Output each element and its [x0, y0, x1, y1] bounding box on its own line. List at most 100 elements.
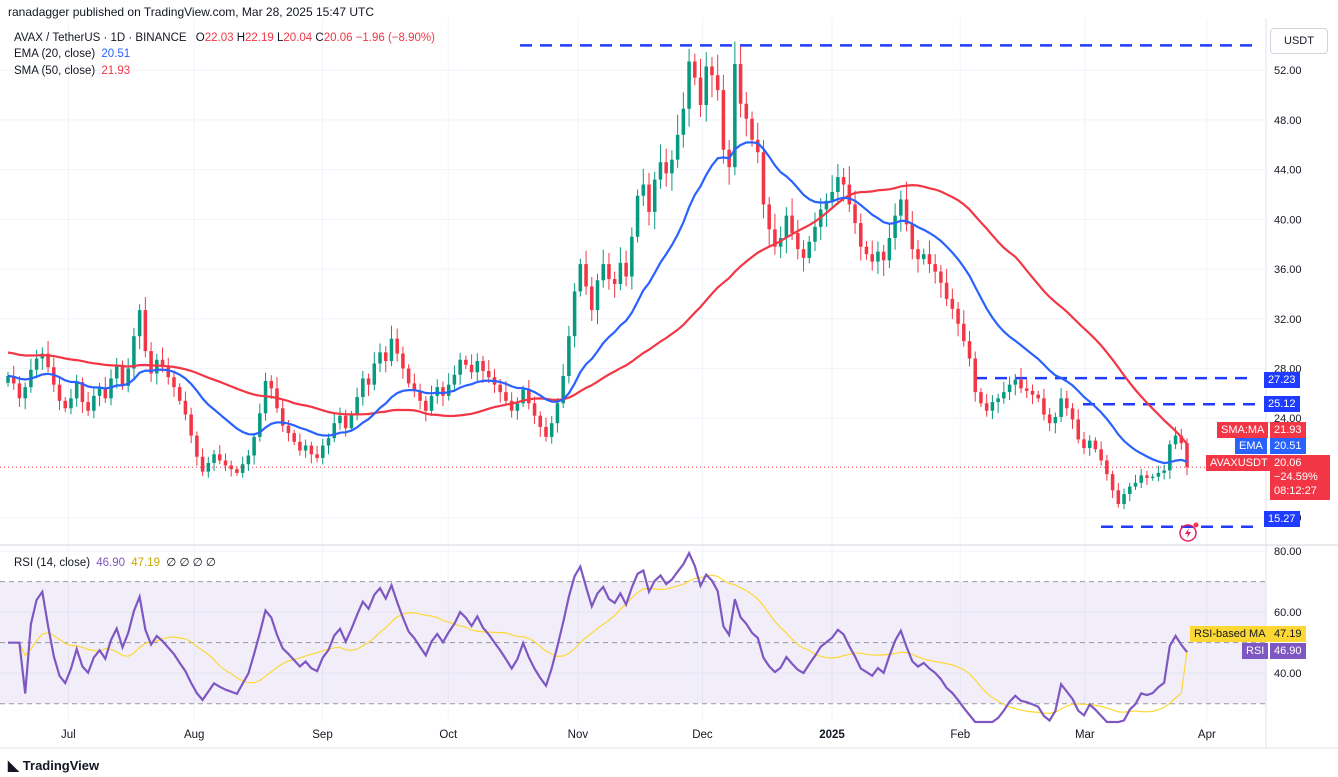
candle-body — [693, 61, 697, 78]
candle-body — [956, 308, 960, 324]
candle-body — [418, 390, 422, 401]
candle-body — [612, 279, 617, 284]
rsi-tag-label: RSI — [1242, 643, 1269, 659]
candle-body — [784, 215, 789, 238]
rsi-tick-label: 80.00 — [1274, 546, 1302, 558]
time-tick-label: Jul — [61, 729, 76, 741]
candle-body — [870, 254, 874, 262]
candle-body — [160, 359, 165, 368]
candle-body — [836, 177, 840, 193]
time-tick-label: Sep — [312, 729, 332, 741]
candle-body — [86, 402, 90, 411]
symbol-name: AVAX / TetherUS · 1D · BINANCE — [14, 32, 187, 44]
candle-body — [1019, 379, 1023, 389]
candle-body — [332, 423, 336, 439]
close-value: 20.06 — [323, 32, 353, 44]
close-label: C — [315, 32, 324, 44]
candle-body — [69, 398, 73, 409]
candle-body — [807, 241, 812, 258]
candle-body — [258, 413, 262, 437]
price-tick-label: 32.00 — [1274, 314, 1302, 326]
candle-body — [567, 336, 571, 376]
candle-body — [767, 204, 771, 230]
candle-body — [132, 336, 136, 369]
candle-body — [378, 352, 382, 364]
candle-body — [1030, 390, 1035, 395]
candle-body — [326, 438, 331, 446]
candle-body — [17, 383, 22, 399]
price-tick-label: 48.00 — [1274, 115, 1302, 127]
candle-body — [893, 215, 897, 238]
last-tag-box: 20.06 −24.59% 08:12:27 — [1270, 455, 1330, 500]
candle-body — [315, 454, 319, 458]
level-15-tag: 15.27 — [1264, 511, 1300, 527]
rsi-line — [8, 550, 1188, 724]
candle-body — [715, 75, 720, 91]
candle-body — [521, 389, 525, 404]
rsi-legend: RSI (14, close) 46.90 47.19 ∅ ∅ ∅ ∅ — [14, 555, 216, 569]
tradingview-logo[interactable]: ◣ TradingView — [8, 757, 99, 774]
sma-label: SMA (50, close) — [14, 65, 96, 77]
candle-body — [1065, 398, 1069, 409]
candle-body — [183, 400, 188, 415]
candle-body — [733, 63, 737, 168]
candle-body — [97, 388, 102, 396]
candle-body — [1002, 392, 1006, 399]
candle-body — [973, 358, 978, 393]
candle-body — [1185, 443, 1189, 468]
currency-button[interactable]: USDT — [1270, 28, 1328, 54]
candle-body — [950, 298, 955, 309]
rsi-extra: ∅ ∅ ∅ ∅ — [166, 557, 216, 569]
candle-body — [1059, 398, 1063, 417]
candle-body — [1128, 486, 1132, 495]
candle-body — [92, 395, 96, 411]
candle-body — [515, 403, 520, 411]
candle-body — [538, 415, 543, 427]
candle-body — [309, 445, 314, 455]
candle-body — [441, 387, 445, 396]
candle-body — [584, 264, 588, 287]
candle-body — [853, 204, 857, 224]
candle-body — [212, 454, 216, 463]
candle-body — [681, 108, 686, 135]
bar-timer: 08:12:27 — [1274, 485, 1317, 497]
candle-body — [658, 162, 663, 180]
time-tick-label: Oct — [439, 729, 458, 741]
price-tick-label: 40.00 — [1274, 214, 1302, 226]
candle-body — [286, 425, 291, 434]
candle-body — [1082, 439, 1086, 449]
candle-body — [458, 359, 462, 375]
candle-body — [235, 469, 239, 473]
candle-body — [120, 364, 125, 386]
candle-body — [1099, 449, 1103, 461]
candle-body — [361, 378, 365, 398]
candle-body — [1070, 408, 1075, 420]
candle-body — [721, 90, 726, 150]
rsi-ma-tag-value: 47.19 — [1270, 626, 1306, 642]
high-value: 22.19 — [245, 32, 274, 44]
symbol-legend: AVAX / TetherUS · 1D · BINANCE O22.03 H2… — [14, 32, 435, 44]
candle-body — [887, 237, 892, 261]
candle-body — [899, 199, 903, 216]
low-value: 20.04 — [283, 32, 313, 44]
candle-body — [1105, 460, 1109, 475]
candle-body — [406, 368, 411, 384]
candle-body — [206, 462, 211, 472]
candles — [6, 41, 1189, 510]
candle-body — [652, 179, 657, 212]
candle-body — [469, 364, 474, 373]
candle-body — [801, 249, 806, 258]
candle-body — [504, 392, 508, 401]
candle-body — [607, 264, 611, 280]
candle-body — [664, 162, 668, 174]
candle-body — [343, 415, 348, 429]
candle-body — [979, 392, 983, 404]
candle-body — [11, 375, 16, 384]
candle-body — [687, 61, 691, 109]
candle-body — [618, 262, 623, 284]
candle-body — [1093, 440, 1098, 450]
sma-tag-value: 21.93 — [1270, 422, 1306, 438]
candle-body — [240, 464, 245, 473]
candle-body — [921, 254, 926, 260]
